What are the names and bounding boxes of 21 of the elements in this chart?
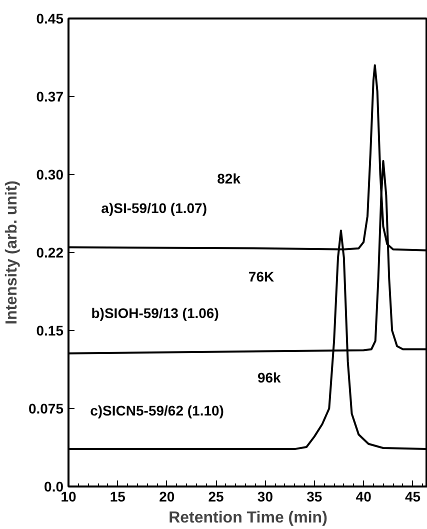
- annotation: 82k: [217, 170, 241, 187]
- x-tick-label: 30: [257, 488, 274, 504]
- x-tick-label: 45: [404, 488, 421, 504]
- y-tick-label: 0.22: [36, 244, 64, 260]
- y-tick-label: 0.15: [36, 322, 64, 338]
- x-tick-label: 25: [208, 488, 224, 504]
- annotation: c)SICN5-59/62 (1.10): [90, 402, 224, 419]
- x-tick-label: 40: [356, 488, 372, 504]
- x-tick-label: 35: [306, 488, 322, 504]
- y-axis-title: Intensity (arb. unit): [3, 180, 20, 324]
- x-tick-label: 15: [110, 488, 126, 504]
- x-tick-label: 20: [159, 488, 175, 504]
- y-tick-label: 0.075: [28, 400, 64, 416]
- y-tick-label: 0.45: [36, 10, 64, 26]
- annotation: a)SI-59/10 (1.07): [101, 200, 207, 216]
- annotation: 76K: [248, 268, 274, 284]
- annotation: 96k: [257, 369, 282, 386]
- x-axis-title: Retention Time (min): [168, 510, 328, 526]
- y-tick-label: 0.30: [36, 166, 64, 182]
- annotation: b)SIOH-59/13 (1.06): [91, 304, 219, 321]
- y-tick-label: 0.37: [36, 88, 64, 104]
